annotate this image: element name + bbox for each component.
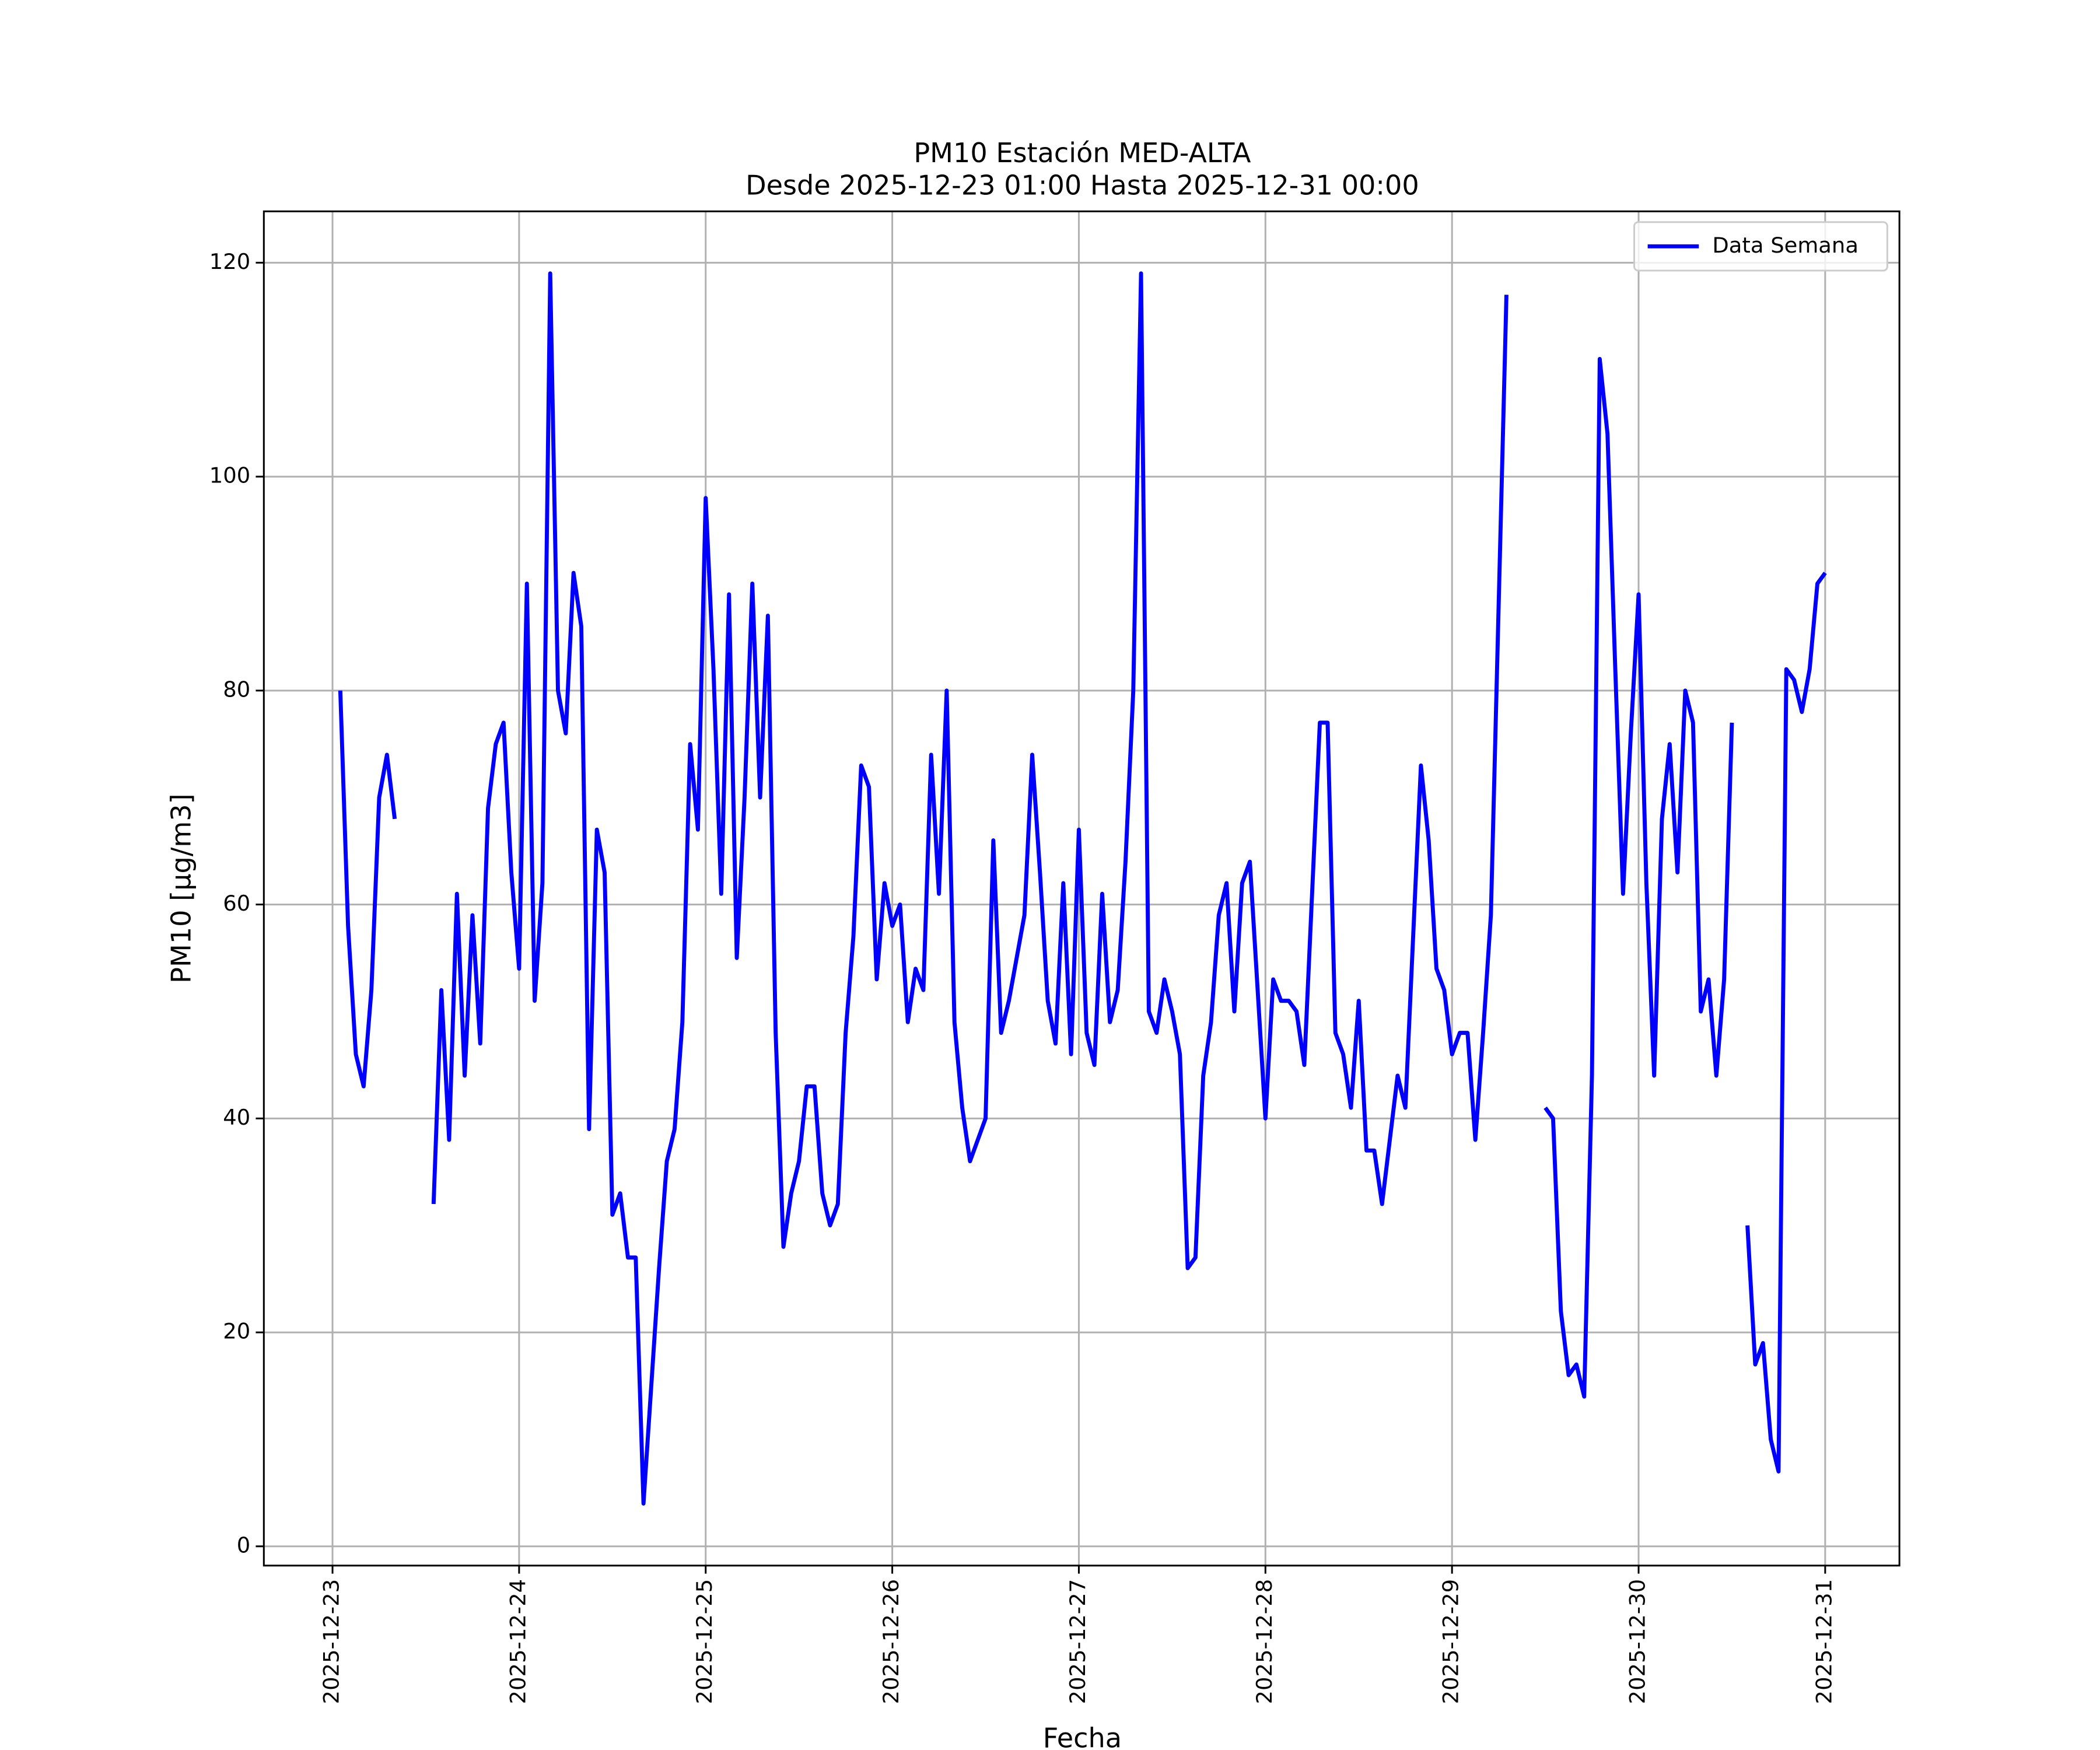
x-tick-label: 2025-12-30 [1625,1579,1650,1704]
legend-box [1633,221,1888,272]
data-line [338,271,1827,1506]
x-tick-label: 2025-12-26 [878,1579,904,1704]
chart-title: PM10 Estación MED-ALTA [914,137,1251,169]
plot-frame [262,210,1901,1567]
x-tick-label: 2025-12-23 [319,1579,344,1704]
y-axis-label: PM10 [μg/m3] [165,793,197,984]
x-tick-label: 2025-12-31 [1811,1579,1836,1704]
y-tick-label: 40 [223,1105,250,1130]
x-tick-label: 2025-12-24 [505,1579,530,1704]
y-tick-label: 120 [209,249,250,274]
y-tick-label: 80 [223,677,250,702]
x-tick-label: 2025-12-29 [1438,1579,1464,1704]
y-tick-label: 60 [223,891,250,916]
y-tick-label: 20 [223,1319,250,1344]
chart-subtitle: Desde 2025-12-23 01:00 Hasta 2025-12-31 … [746,169,1419,201]
x-tick-label: 2025-12-25 [692,1579,717,1704]
legend-label: Data Semana [1712,233,1859,258]
y-tick-label: 0 [237,1532,250,1558]
x-tick-label: 2025-12-27 [1065,1579,1090,1704]
y-tick-label: 100 [209,463,250,488]
x-tick-label: 2025-12-28 [1252,1579,1277,1704]
x-axis-label: Fecha [1043,1722,1122,1750]
